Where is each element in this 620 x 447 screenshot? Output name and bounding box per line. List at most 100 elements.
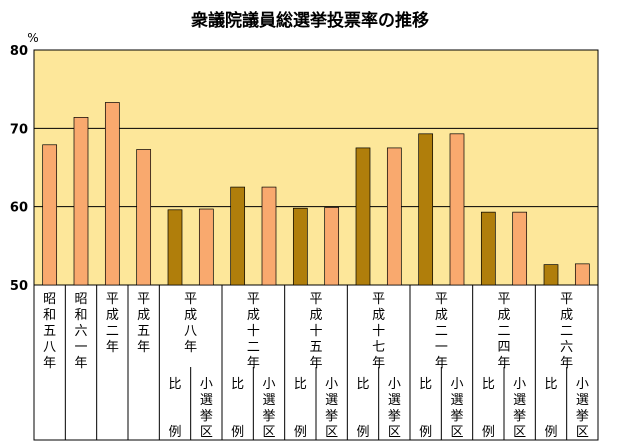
group-label-char: 平 (184, 292, 197, 307)
sublabel-char: 比 (482, 377, 495, 392)
group-label-char: 二 (560, 324, 573, 339)
sublabel-char: 例 (168, 425, 181, 440)
group-label-char: 平 (560, 292, 573, 307)
sublabel-char: 挙 (576, 409, 589, 424)
sublabel-char: 比 (356, 377, 369, 392)
sublabel-char: 小 (450, 377, 463, 392)
group-label-char: 年 (372, 356, 385, 371)
bar-9-0 (480, 211, 496, 286)
bar-3-0 (136, 149, 152, 286)
sublabel-char: 区 (200, 425, 213, 440)
group-label-char: 成 (309, 308, 322, 323)
group-label-char: 四 (497, 340, 510, 355)
bar-sublabel: 比例 (168, 377, 181, 440)
sublabel-char: 区 (576, 425, 589, 440)
bar-5-1 (261, 186, 277, 286)
sublabel-char: 例 (544, 425, 557, 440)
bar-10-1 (574, 263, 590, 286)
sublabel-char: 選 (513, 393, 526, 408)
bar-sublabel: 比例 (356, 377, 369, 440)
group-label-char: 十 (372, 324, 385, 339)
sublabel-char: 例 (356, 425, 369, 440)
bar-sublabel: 比例 (231, 377, 244, 440)
plot-area (34, 50, 598, 285)
group-label-char: 成 (106, 308, 119, 323)
y-axis-ticks: 50 60 70 80 (10, 44, 28, 294)
sublabel-char: 小 (262, 377, 275, 392)
group-label-char: 成 (435, 308, 448, 323)
sublabel-char: 挙 (262, 409, 275, 424)
group-label-char: 六 (560, 340, 573, 355)
sublabel-char: 挙 (388, 409, 401, 424)
bar-sublabel: 比例 (294, 377, 307, 440)
sublabel-char: 挙 (200, 409, 213, 424)
group-label-char: 五 (137, 324, 150, 339)
sublabel-char: 小 (513, 377, 526, 392)
sublabel-char: 選 (388, 393, 401, 408)
sublabel-char: 挙 (450, 409, 463, 424)
group-label-char: 平 (137, 292, 150, 307)
bar-4-1 (198, 208, 214, 286)
group-label-char: 成 (184, 308, 197, 323)
group-label-char: 年 (560, 356, 573, 371)
group-label-char: 八 (184, 324, 197, 339)
group-label-char: 成 (137, 308, 150, 323)
sublabel-char: 区 (513, 425, 526, 440)
sublabel-char: 小 (325, 377, 338, 392)
bar-sublabel: 比例 (419, 377, 432, 440)
bar-8-1 (449, 133, 465, 286)
group-label-char: 平 (497, 292, 510, 307)
bar-0-0 (42, 144, 58, 286)
group-label-char: 年 (247, 356, 260, 371)
group-label-char: 平 (309, 292, 322, 307)
group-label-char: 年 (309, 356, 322, 371)
bar-sublabel: 比例 (544, 377, 557, 440)
sublabel-char: 比 (294, 377, 307, 392)
group-label-char: 二 (497, 324, 510, 339)
group-label-char: 昭 (74, 292, 87, 307)
sublabel-char: 例 (482, 425, 495, 440)
bar-2-0 (104, 102, 120, 286)
sublabel-char: 挙 (513, 409, 526, 424)
sublabel-char: 比 (168, 377, 181, 392)
group-label-char: 二 (435, 324, 448, 339)
bar-7-0 (355, 147, 371, 286)
group-label-char: 年 (497, 356, 510, 371)
sublabel-char: 区 (450, 425, 463, 440)
group-label-char: 五 (309, 340, 322, 355)
bar-8-0 (418, 133, 434, 286)
group-label-char: 成 (247, 308, 260, 323)
chart-title: 衆議院議員総選挙投票率の推移 (191, 10, 429, 31)
group-label-char: 八 (43, 340, 56, 355)
sublabel-char: 例 (294, 425, 307, 440)
y-tick-label: 50 (10, 279, 28, 294)
sublabel-char: 比 (231, 377, 244, 392)
sublabel-char: 小 (576, 377, 589, 392)
bar-1-0 (73, 117, 89, 286)
sublabel-char: 小 (388, 377, 401, 392)
bar-6-1 (324, 207, 340, 286)
group-label-char: 昭 (43, 292, 56, 307)
group-label-char: 和 (43, 308, 56, 323)
bar-sublabel: 比例 (482, 377, 495, 440)
bar-6-0 (292, 207, 308, 286)
sublabel-char: 比 (419, 377, 432, 392)
group-label-char: 一 (435, 340, 448, 355)
group-label-char: 平 (435, 292, 448, 307)
sublabel-char: 選 (576, 393, 589, 408)
y-tick-label: 70 (10, 122, 28, 137)
group-label-char: 年 (184, 340, 197, 355)
group-label-char: 六 (74, 324, 87, 339)
